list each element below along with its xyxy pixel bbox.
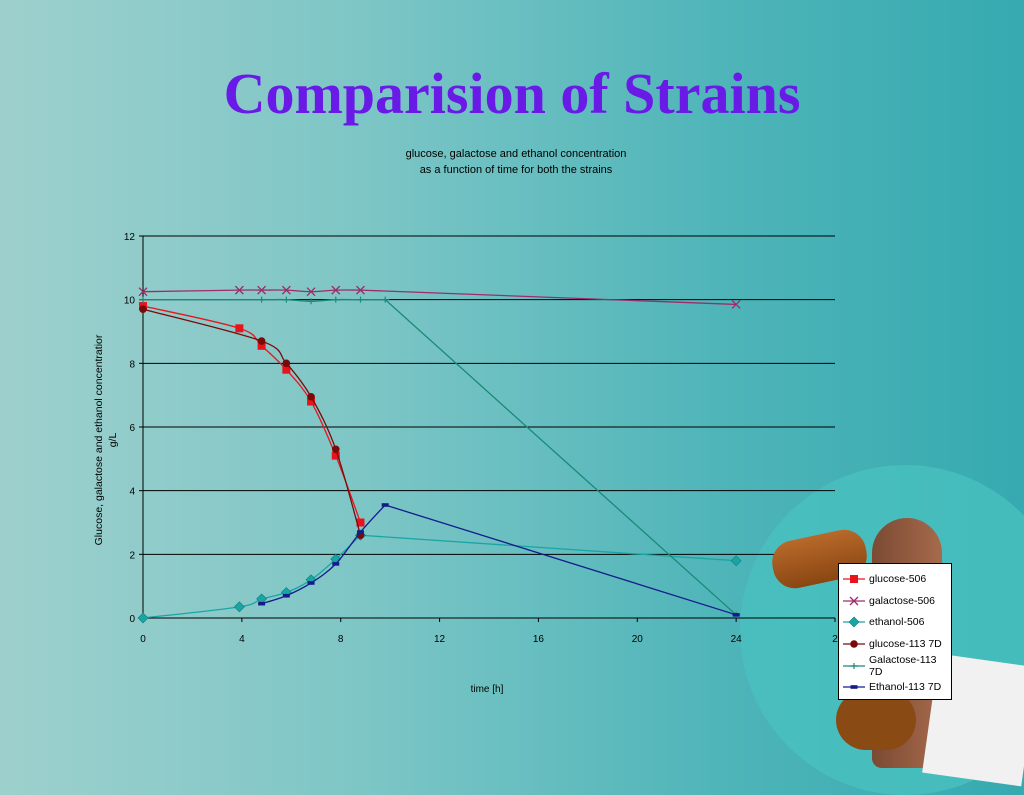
legend-item: glucose-113 7D [843,633,951,655]
series-line [142,534,361,619]
x-tick-label: 0 [140,634,146,645]
data-point [282,359,291,368]
legend-label: ethanol-506 [869,616,925,629]
data-point [307,581,315,585]
data-point [306,287,316,297]
legend-swatch [843,616,865,628]
data-point [139,296,147,303]
series-line [142,308,362,536]
chart-title: glucose, galactose and ethanol concentra… [405,148,627,160]
y-axis-unit-label: g/L [107,433,119,448]
data-point [331,296,340,303]
x-tick-label: 24 [731,634,743,645]
data-point [731,299,741,309]
x-tick-label: 16 [533,634,545,645]
legend-swatch [843,662,865,669]
legend-swatch [843,574,865,583]
data-point [138,287,148,297]
data-point [281,285,291,295]
series-line-segment [360,289,737,306]
data-point [139,305,147,314]
data-point [331,445,340,454]
y-tick-label: 12 [124,232,136,243]
legend-item: Galactose-113 7D [843,653,951,678]
series-line [142,305,362,523]
legend-label: Ethanol-113 7D [869,681,942,694]
y-tick-label: 0 [129,614,135,625]
legend-item: glucose-506 [843,568,951,590]
series-2 [137,529,742,624]
data-point [332,562,340,566]
data-point [282,365,291,374]
data-point [307,298,316,305]
data-point [356,518,365,527]
x-tick-label: 8 [338,634,344,645]
legend-item: galactose-506 [843,590,951,612]
legend-swatch-marker [848,616,860,628]
x-tick-label: 4 [239,634,245,645]
legend-swatch [843,640,865,648]
legend-swatch-marker [850,662,858,669]
data-point [234,285,244,295]
series-line [142,289,361,293]
chart-title-block: glucose, galactose and ethanol concentra… [300,146,732,178]
data-point [282,593,290,598]
legend-swatch [843,685,865,690]
y-tick-label: 4 [129,487,135,498]
data-point [235,324,244,333]
series-1 [138,285,741,309]
x-tick-label: 12 [434,634,446,645]
data-point [331,285,341,295]
data-point [331,451,340,460]
legend-swatch-marker [850,685,858,690]
data-point [282,296,291,303]
series-3 [139,305,365,540]
series-4 [139,296,741,618]
y-tick-label: 10 [124,296,136,307]
y-tick-label: 2 [129,550,135,561]
data-point [257,296,266,303]
legend-swatch-marker [850,574,858,583]
legend-swatch [843,596,865,605]
series-line-segment [385,504,737,616]
legend-item: Ethanol-113 7D [843,676,951,698]
flask-body-image [836,690,916,750]
data-point [257,341,266,350]
data-point [730,555,742,567]
data-point [356,530,364,534]
x-tick-label: 2 [832,634,838,645]
data-point [137,612,149,624]
data-point [257,337,266,345]
data-point [257,285,267,295]
data-point [233,601,245,613]
y-tick-label: 6 [129,423,135,434]
series-line-segment [360,534,737,562]
legend-label: glucose-506 [869,572,927,585]
legend-label: glucose-113 7D [869,637,942,650]
chart-subtitle: as a function of time for both the strai… [419,164,613,176]
legend-item: ethanol-506 [843,611,951,633]
chart-legend: glucose-506 galactose-506 ethanol-506 gluco… [838,563,952,700]
data-point [732,613,740,617]
x-axis-label: time [h] [471,684,504,695]
x-tick-label: 20 [632,634,644,645]
data-point [356,285,365,295]
legend-swatch-marker [849,596,859,605]
legend-swatch-marker [850,640,858,648]
data-point [356,296,365,303]
slide-title: Comparision of Strains [223,61,801,126]
legend-label: Galactose-113 7D [869,653,937,678]
data-point [258,601,266,606]
data-point [381,296,390,303]
data-point [307,397,316,406]
data-point [381,503,389,507]
y-tick-label: 8 [129,359,135,370]
series-line-segment [384,299,737,616]
legend-label: galactose-506 [869,594,935,607]
data-point [307,392,315,401]
series-5 [258,503,740,617]
y-axis-label: Glucose, galactose and ethanol concentra… [93,334,105,545]
series-0 [139,302,365,527]
